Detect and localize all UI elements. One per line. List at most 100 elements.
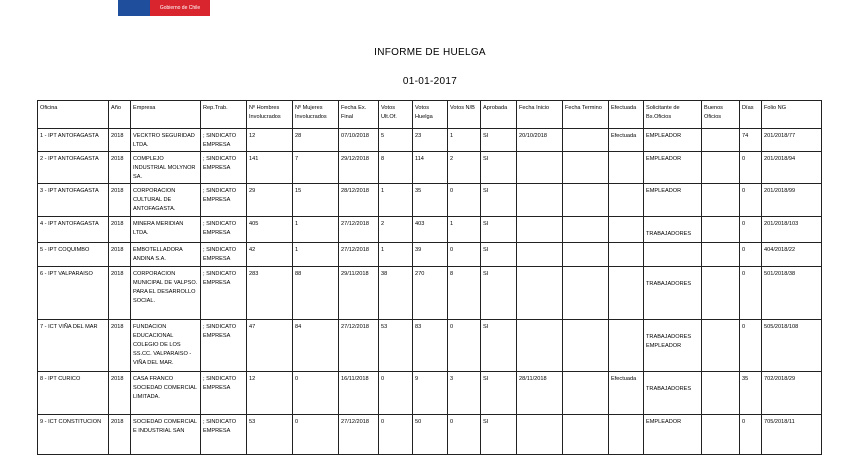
cell-text: 2	[381, 221, 385, 227]
cell-text: SI	[483, 247, 489, 253]
table-cell: 7 - ICT VIÑA DEL MAR	[37, 319, 109, 372]
cell-text: 0	[450, 324, 454, 330]
cell-text: 0	[742, 419, 746, 425]
cell-text: 1	[450, 221, 454, 227]
cell-text: 505/2018/108	[764, 324, 799, 330]
table-cell	[562, 414, 609, 455]
column-header: Fecha Ex. Final	[338, 100, 379, 129]
cell-text: 3 - IPT ANTOFAGASTA	[40, 188, 99, 194]
column-header: Año	[108, 100, 131, 129]
table-cell: EMPLEADOR	[643, 151, 702, 184]
cell-text: 404/2018/22	[764, 247, 796, 253]
table-cell	[701, 414, 740, 455]
table-cell	[516, 151, 563, 184]
table-cell: Efectuada	[608, 371, 644, 415]
table-cell	[516, 242, 563, 267]
table-cell: EMPLEADOR	[643, 414, 702, 455]
cell-text: SI	[483, 133, 489, 139]
table-row: 5 - IPT COQUIMBO 2018 EMBOTELLADORA ANDINA…	[37, 242, 822, 267]
cell-text: 405	[249, 221, 259, 227]
table-cell	[643, 242, 702, 267]
table-cell	[562, 183, 609, 217]
cell-text: EMPLEADOR	[646, 156, 682, 162]
cell-text: 201/2018/103	[764, 221, 799, 227]
table-cell: 8 - IPT CURICO	[37, 371, 109, 415]
table-cell: 83	[412, 319, 448, 372]
cell-text: 141	[249, 156, 259, 162]
table-cell: 23	[412, 128, 448, 152]
cell-text: 114	[415, 156, 424, 162]
table-cell: 141	[246, 151, 293, 184]
table-cell: 404/2018/22	[761, 242, 822, 267]
table-cell: 201/2018/99	[761, 183, 822, 217]
cell-text: 27/12/2018	[341, 221, 369, 227]
cell-text: 2018	[111, 156, 124, 162]
table-cell	[516, 216, 563, 243]
table-cell: 2018	[108, 242, 131, 267]
cell-text: 2018	[111, 376, 124, 382]
table-cell: 2018	[108, 128, 131, 152]
cell-text: SOCIEDAD COMERCIAL E INDUSTRIAL SAN	[133, 419, 197, 434]
cell-text: 0	[450, 188, 454, 194]
table-cell: 2018	[108, 183, 131, 217]
table-cell: 42	[246, 242, 293, 267]
cell-text: FUNDACION EDUCACIONAL COLEGIO DE LOS SS.…	[133, 324, 192, 366]
table-cell: 2018	[108, 216, 131, 243]
table-cell: 2018	[108, 266, 131, 320]
table-cell	[562, 216, 609, 243]
cell-text: 1	[450, 133, 454, 139]
cell-text: 53	[249, 419, 256, 425]
table-cell: CORPORACION CULTURAL DE ANTOFAGASTA.	[130, 183, 201, 217]
table-cell: 0	[447, 319, 481, 372]
table-cell: SI	[480, 216, 517, 243]
table-cell: TRABAJADORES EMPLEADOR	[643, 319, 702, 372]
cell-text: 201/2018/77	[764, 133, 796, 139]
cell-text: 29/12/2018	[341, 156, 369, 162]
table-cell: 2018	[108, 414, 131, 455]
table-row: 1 - IPT ANTOFAGASTA 2018 VECKTRO SEGURIDAD…	[37, 128, 822, 152]
cell-text: 7 - ICT VIÑA DEL MAR	[40, 324, 98, 330]
table-cell	[608, 216, 644, 243]
column-header: Nº Mujeres Involucrados	[292, 100, 339, 129]
table-cell: ; SINDICATO EMPRESA	[200, 216, 247, 243]
cell-text: 705/2018/11	[764, 419, 795, 425]
table-cell: 2018	[108, 151, 131, 184]
cell-text: 270	[415, 271, 425, 277]
cell-text: 35	[415, 188, 422, 194]
cell-text: 8	[450, 271, 454, 277]
column-header: Empresa	[130, 100, 201, 129]
cell-text: 16/11/2018	[341, 376, 369, 382]
table-cell: 35	[412, 183, 448, 217]
cell-text: 0	[742, 324, 746, 330]
cell-text: Efectuada	[611, 376, 637, 382]
logo-blue-block	[118, 0, 150, 16]
cell-text: 0	[742, 247, 746, 253]
cell-text: 2018	[111, 271, 124, 277]
table-cell: 35	[739, 371, 762, 415]
table-cell: ; SINDICATO EMPRESA	[200, 183, 247, 217]
cell-text: 29	[249, 188, 256, 194]
cell-text: TRABAJADORES EMPLEADOR	[646, 334, 692, 349]
table-cell	[701, 319, 740, 372]
table-row: 9 - ICT CONSTITUCION 2018 SOCIEDAD COMERCI…	[37, 414, 822, 455]
column-header: Fecha Inicio	[516, 100, 563, 129]
table-cell: CASA FRANCO SOCIEDAD COMERCIAL LIMITADA.	[130, 371, 201, 415]
cell-text: CORPORACION CULTURAL DE ANTOFAGASTA.	[133, 188, 176, 212]
table-cell: 5	[378, 128, 413, 152]
cell-text: ; SINDICATO EMPRESA	[203, 221, 237, 236]
table-cell: 0	[739, 216, 762, 243]
cell-text: 8	[381, 156, 385, 162]
cell-text: CASA FRANCO SOCIEDAD COMERCIAL LIMITADA.	[133, 376, 197, 400]
table-cell: 1	[292, 216, 339, 243]
table-cell: 0	[739, 242, 762, 267]
table-cell: 501/2018/38	[761, 266, 822, 320]
table-cell: ; SINDICATO EMPRESA	[200, 266, 247, 320]
table-cell: 29/12/2018	[338, 151, 379, 184]
table-cell: 2	[378, 216, 413, 243]
cell-text: 7	[295, 156, 299, 162]
cell-text: 2018	[111, 324, 124, 330]
cell-text: 0	[742, 271, 746, 277]
cell-text: 28/11/2018	[519, 376, 547, 382]
table-cell: SI	[480, 151, 517, 184]
table-cell	[701, 266, 740, 320]
